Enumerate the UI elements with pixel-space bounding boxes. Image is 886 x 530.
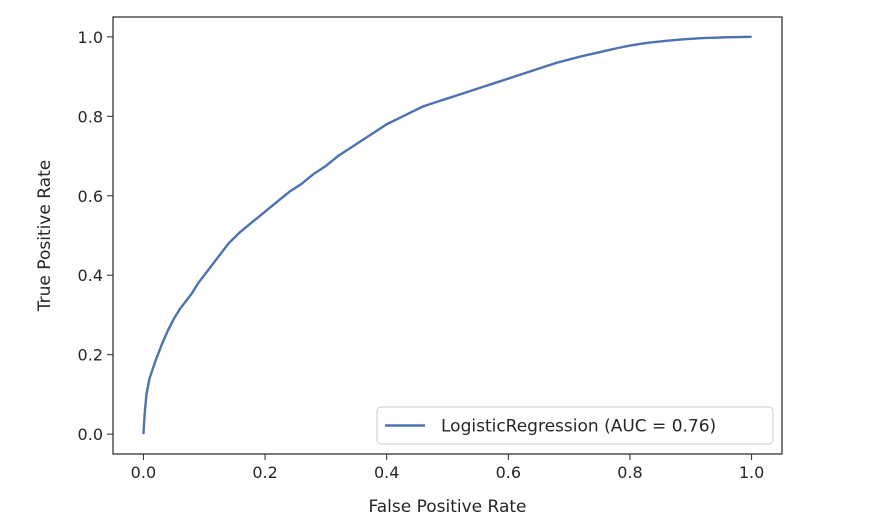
legend: LogisticRegression (AUC = 0.76) — [376, 406, 774, 445]
y-tick-label: 0.8 — [78, 107, 103, 126]
y-tick-label: 0.0 — [78, 425, 103, 444]
y-tick-label: 1.0 — [78, 28, 103, 47]
x-tick-label: 0.2 — [252, 463, 277, 482]
x-axis-label: False Positive Rate — [369, 497, 527, 517]
y-tick-label: 0.6 — [78, 187, 103, 206]
x-tick-label: 1.0 — [739, 463, 764, 482]
x-axis-ticks: 0.0 0.2 0.4 0.6 0.8 1.0 — [131, 454, 764, 482]
y-axis-label: True Positive Rate — [35, 160, 55, 312]
series-layer — [142, 35, 752, 435]
axes-frame — [112, 16, 783, 455]
series-line-0 — [142, 35, 752, 435]
x-tick-label: 0.6 — [496, 463, 521, 482]
legend-box — [376, 406, 774, 445]
y-tick-label: 0.4 — [78, 266, 103, 285]
legend-entry-label: LogisticRegression (AUC = 0.76) — [441, 417, 716, 437]
x-tick-label: 0.0 — [131, 463, 156, 482]
x-tick-label: 0.8 — [617, 463, 642, 482]
y-axis-ticks: 0.0 0.2 0.4 0.6 0.8 1.0 — [78, 28, 113, 444]
plot-area — [113, 17, 782, 454]
x-tick-label: 0.4 — [374, 463, 399, 482]
y-tick-label: 0.2 — [78, 346, 103, 365]
